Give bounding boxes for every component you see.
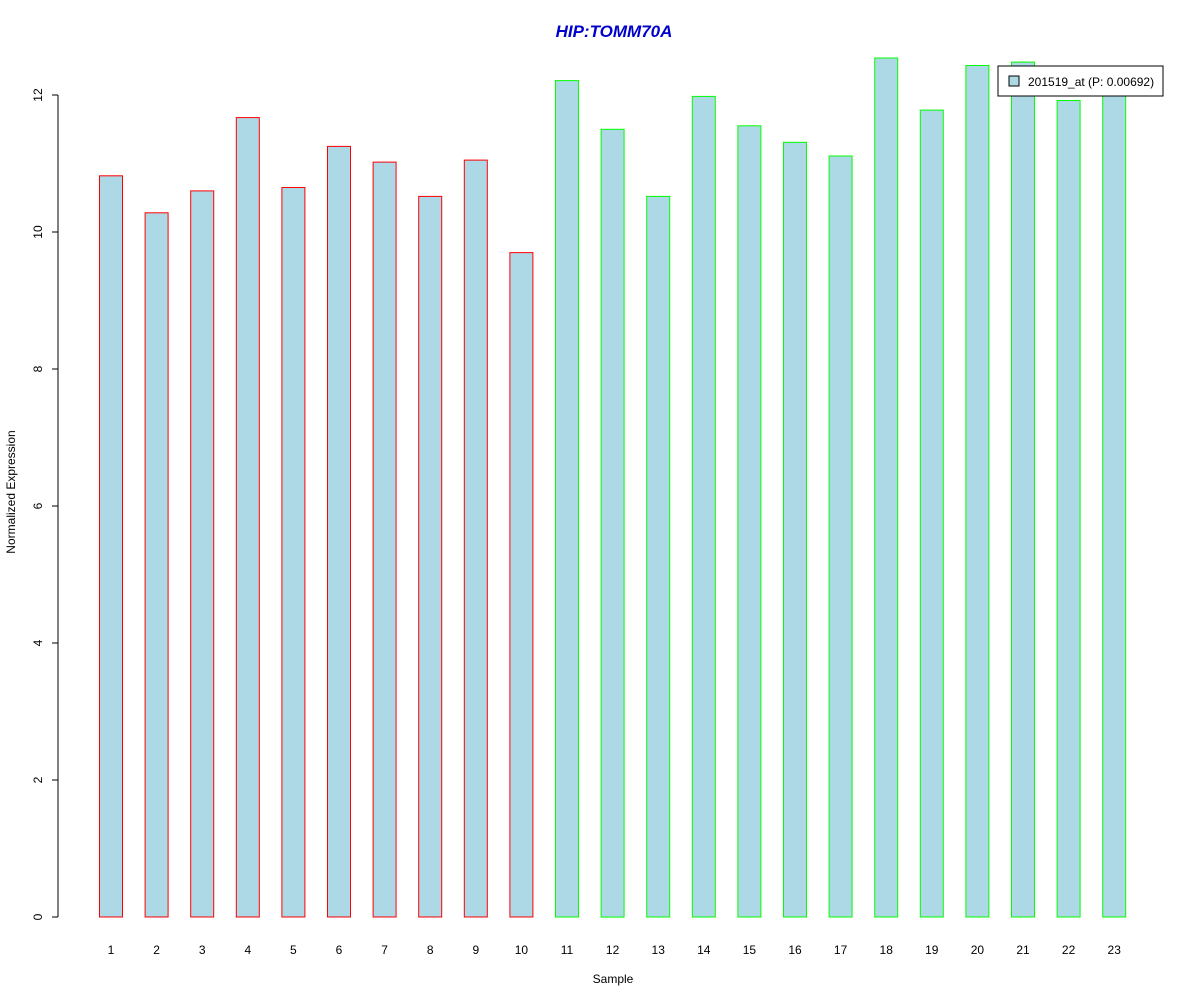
bar-sample-16 (783, 141, 807, 918)
x-tick-labels: 1 2 3 4 5 6 7 8 9 10 11 12 13 14 15 16 17 18 19 20 21 22 23 (108, 943, 1122, 957)
legend-box (997, 65, 1164, 97)
bar-sample-20 (965, 65, 990, 918)
legend: 201519_at (P: 0.00692) (997, 65, 1164, 97)
x-tick-label: 11 (561, 943, 574, 957)
y-tick-label: 4 (31, 639, 45, 646)
x-tick-label: 16 (788, 943, 802, 957)
x-tick-label: 23 (1108, 943, 1122, 957)
bar-sample-5 (281, 187, 306, 918)
y-axis-title: Normalized Expression (4, 430, 18, 553)
y-tick-label: 6 (31, 502, 45, 509)
bar-sample-21 (1011, 61, 1035, 918)
bar-sample-12 (600, 128, 625, 918)
bar-sample-18 (874, 57, 899, 918)
x-tick-label: 18 (880, 943, 894, 957)
y-axis: 0 2 4 6 8 10 12 (31, 88, 59, 920)
bar-sample-9 (463, 159, 488, 918)
bar-sample-4 (235, 117, 260, 918)
y-tick-label: 2 (31, 776, 45, 783)
x-tick-label: 21 (1016, 943, 1030, 957)
bars-group (99, 57, 1127, 918)
x-tick-label: 4 (244, 943, 251, 957)
bar-sample-15 (737, 125, 762, 918)
x-tick-label: 22 (1062, 943, 1076, 957)
x-tick-label: 19 (925, 943, 939, 957)
x-tick-label: 2 (153, 943, 160, 957)
bar-sample-22 (1056, 100, 1081, 918)
y-tick-label: 10 (31, 225, 45, 239)
legend-label: 201519_at (P: 0.00692) (1028, 75, 1154, 89)
bar-sample-23 (1102, 90, 1127, 918)
y-tick-label: 8 (31, 365, 45, 372)
bar-sample-13 (646, 195, 671, 918)
bar-sample-2 (144, 212, 169, 918)
x-tick-label: 20 (971, 943, 985, 957)
bar-sample-17 (828, 155, 853, 918)
y-tick-label: 0 (31, 913, 45, 920)
x-tick-label: 3 (199, 943, 206, 957)
bar-sample-11 (555, 80, 579, 918)
bar-sample-3 (190, 190, 215, 918)
bar-sample-10 (509, 252, 534, 918)
chart-title: HIP:TOMM70A (556, 22, 673, 41)
x-tick-label: 9 (472, 943, 479, 957)
x-tick-label: 13 (652, 943, 666, 957)
bar-sample-1 (99, 175, 123, 918)
x-tick-label: 15 (743, 943, 757, 957)
x-tick-label: 17 (834, 943, 848, 957)
x-tick-label: 12 (606, 943, 620, 957)
x-tick-label: 5 (290, 943, 297, 957)
x-axis-title: Sample (593, 972, 634, 986)
bar-sample-19 (919, 109, 944, 918)
x-tick-label: 14 (697, 943, 711, 957)
bar-sample-8 (418, 195, 443, 918)
x-tick-label: 10 (515, 943, 529, 957)
bar-sample-14 (691, 95, 716, 918)
bar-sample-7 (372, 161, 397, 918)
y-tick-label: 12 (31, 88, 45, 102)
legend-swatch (1008, 75, 1020, 87)
x-tick-label: 7 (381, 943, 388, 957)
x-tick-label: 6 (336, 943, 343, 957)
x-tick-label: 1 (108, 943, 115, 957)
bar-sample-6 (327, 145, 351, 918)
x-tick-label: 8 (427, 943, 434, 957)
